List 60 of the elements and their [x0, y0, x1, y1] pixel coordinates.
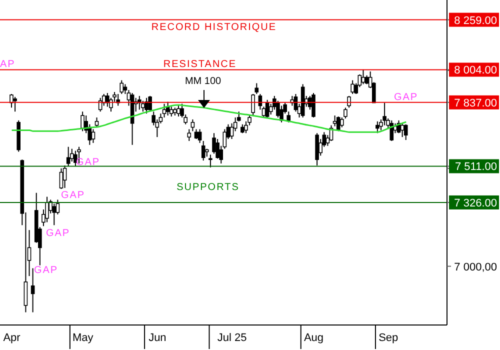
y-tick-label: 7 511.00: [454, 161, 497, 174]
y-tick-label: 7 837.00: [454, 97, 497, 110]
y-tick-label: 8 259.00: [454, 14, 497, 27]
candlestick: [404, 124, 408, 140]
annotation: GAP: [76, 157, 100, 168]
candlestick: [148, 95, 152, 112]
candlestick: [361, 69, 366, 85]
x-tick-label: Sep: [378, 332, 398, 344]
candlestick: [194, 128, 198, 140]
candlestick: [251, 93, 255, 116]
candlestick: [312, 92, 316, 118]
candlestick: [62, 164, 67, 188]
candlestick: [201, 140, 206, 162]
x-tick-label: Apr: [3, 332, 21, 344]
candlestick: [208, 154, 212, 168]
candlestick: [45, 196, 49, 223]
annotation: GAP: [60, 190, 86, 201]
candlestick: [340, 116, 344, 128]
candlestick: [13, 96, 17, 112]
candlestick: [332, 115, 337, 127]
annotation: AP: [0, 59, 16, 70]
candlestick: [212, 132, 216, 154]
candlestick: [280, 105, 284, 123]
candlestick: [80, 111, 84, 132]
series-label: MM 100: [184, 76, 222, 87]
candlestick: [52, 203, 56, 226]
y-tick-label: 7 000,00: [454, 261, 497, 274]
candlestick: [350, 80, 354, 94]
candlestick: [70, 148, 74, 162]
annotation: GAP: [34, 265, 58, 276]
candlestick: [265, 99, 270, 118]
candlestick: [94, 116, 99, 128]
y-tick-label: 7 326.00: [454, 197, 497, 210]
candlestick: [59, 168, 64, 190]
candlestick: [187, 128, 192, 142]
candlestick: [66, 146, 70, 167]
candlestick: [169, 106, 174, 117]
annotation: GAP: [46, 228, 70, 239]
candlestick: [141, 100, 145, 112]
annotation: RECORD HISTORIQUE: [151, 22, 277, 33]
candlestick: [91, 128, 96, 144]
annotation: GAP: [394, 92, 418, 103]
candlestick: [254, 82, 259, 94]
candlestick: [347, 95, 351, 108]
candlestick: [382, 102, 386, 126]
annotation: RESISTANCE: [163, 59, 237, 70]
candlestick: [190, 118, 195, 132]
y-tick-label: 8 004.00: [454, 64, 497, 77]
candlestick: [120, 80, 124, 94]
x-tick-label: Jun: [148, 332, 166, 344]
x-tick-label: Aug: [304, 332, 324, 344]
candlestick: [74, 150, 78, 167]
x-tick-label: Jul 25: [217, 332, 247, 344]
candlestick: [198, 128, 202, 144]
candlestick: [344, 107, 348, 119]
annotation: SUPPORTS: [176, 182, 240, 193]
candlestick: [400, 122, 404, 138]
x-tick-label: May: [72, 332, 94, 344]
candlestick: [176, 104, 180, 117]
candlestick: [30, 268, 35, 313]
